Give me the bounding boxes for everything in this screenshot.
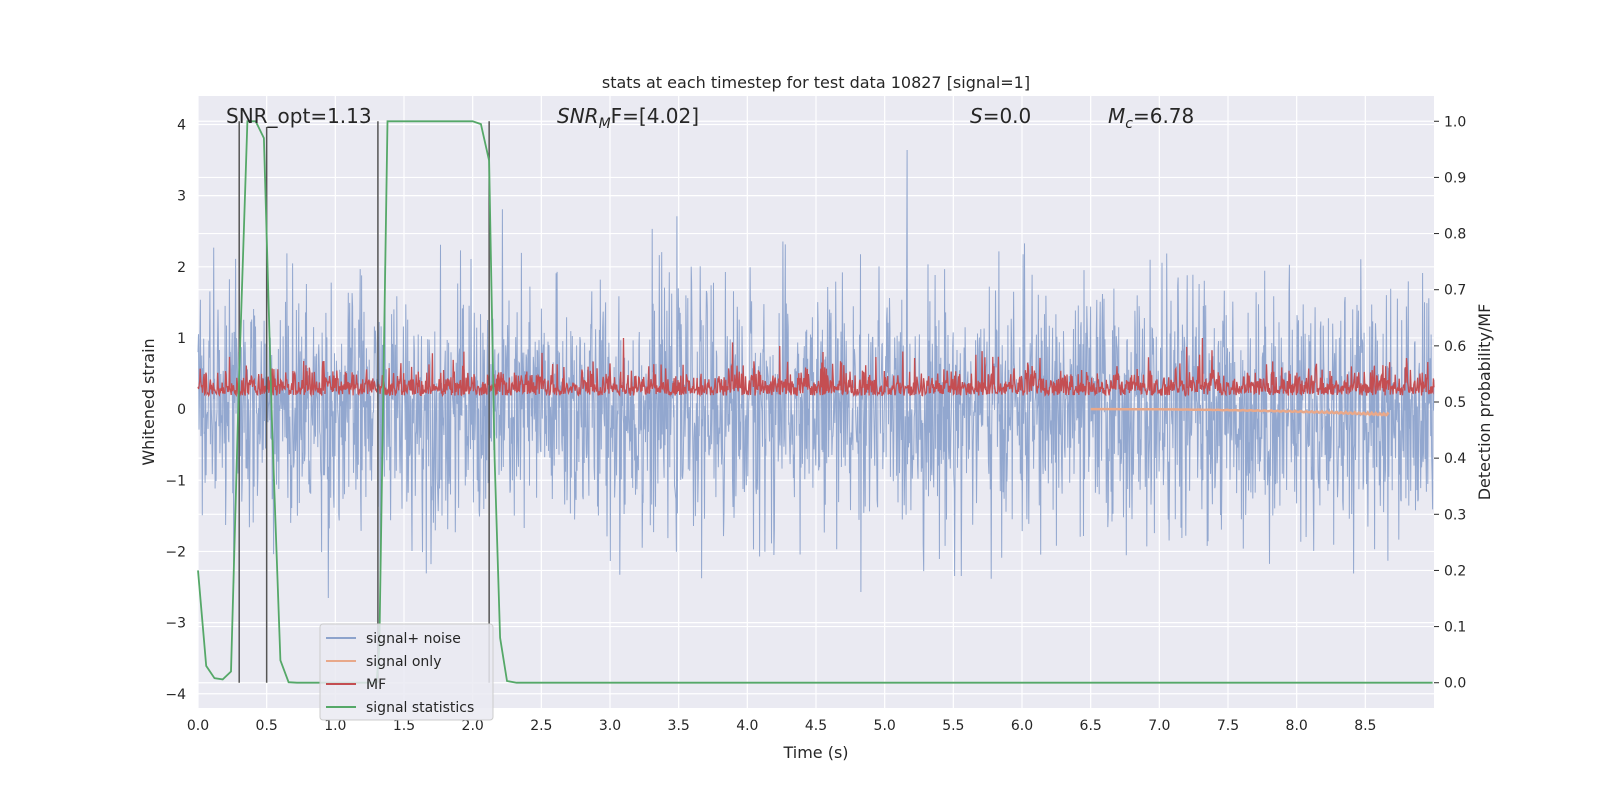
annotation-snr-mf: SNRMF=[4.02] (557, 104, 699, 132)
legend-box (319, 623, 494, 721)
annotation-mc: Mc=6.78 (1108, 104, 1194, 132)
legend: signal+ noise signal only MF signal stat… (319, 623, 494, 721)
y-right-tick-label: 0.8 (1444, 227, 1466, 243)
x-tick-label: 1.5 (393, 718, 415, 734)
y-right-tick-label: 0.7 (1444, 283, 1466, 299)
x-tick-label: 0.0 (187, 718, 209, 734)
y-right-tick-label: 0.4 (1444, 451, 1466, 467)
x-axis-label: Time (s) (782, 743, 848, 762)
y-left-tick-label: −3 (165, 616, 186, 632)
x-tick-label: 3.5 (668, 718, 690, 734)
legend-label-signal-only: signal only (366, 654, 441, 670)
y-left-tick-label: −2 (165, 544, 186, 560)
mf-line (197, 337, 1435, 398)
legend-label-mf: MF (366, 677, 386, 693)
chart-title: stats at each timestep for test data 108… (602, 73, 1030, 92)
x-tick-label: 8.5 (1354, 718, 1376, 734)
y-right-tick-label: 0.0 (1444, 676, 1466, 692)
y-axis-label-right: Detection probability/MF (1475, 304, 1494, 501)
series-signal-statistics (197, 120, 1433, 684)
annotation-snr-mf-main: SNR (557, 104, 599, 128)
x-tick-label: 2.0 (462, 718, 484, 734)
y-left-tick-label: −1 (165, 473, 186, 489)
annotation-mc-main: M (1108, 104, 1125, 128)
annotation-s-main: S (970, 104, 983, 128)
x-tick-label: 5.5 (942, 718, 964, 734)
y-left-tick-label: 3 (177, 189, 186, 205)
x-tick-label: 5.0 (874, 718, 896, 734)
signal-only-line (1090, 407, 1390, 417)
x-tick-label: 6.0 (1011, 718, 1033, 734)
x-tick-label: 2.5 (530, 718, 552, 734)
x-tick-label: 0.5 (256, 718, 278, 734)
y-left-tick-label: 2 (177, 260, 186, 276)
x-tick-label: 4.5 (805, 718, 827, 734)
x-tick-label: 8.0 (1286, 718, 1308, 734)
y-right-tick-label: 0.3 (1444, 507, 1466, 523)
series-signal-only (1090, 407, 1390, 417)
y-axis-label-left: Whitened strain (139, 338, 158, 465)
annotation-s: S=0.0 (970, 104, 1031, 128)
y-right-tick-label: 0.6 (1444, 339, 1466, 355)
x-tick-label: 6.5 (1080, 718, 1102, 734)
x-tick-label: 7.0 (1148, 718, 1170, 734)
annotation-snr-opt: SNR_opt=1.13 (226, 104, 372, 128)
series-mf (197, 337, 1435, 398)
y-left-tick-label: 1 (177, 331, 186, 347)
annotation-s-rest: =0.0 (983, 104, 1032, 128)
annotation-snr-mf-rest: F=[4.02] (611, 104, 699, 128)
annotation-snr-mf-sub: M (599, 116, 611, 132)
x-tick-label: 7.5 (1217, 718, 1239, 734)
x-tick-label: 1.0 (324, 718, 346, 734)
y-left-tick-label: 0 (177, 402, 186, 418)
legend-label-signal-plus-noise: signal+ noise (366, 631, 461, 647)
legend-label-signal-statistics: signal statistics (366, 700, 474, 716)
y-left-tick-label: −4 (165, 687, 186, 703)
annotation-mc-sub: c (1125, 116, 1133, 132)
y-right-tick-label: 0.5 (1444, 395, 1466, 411)
x-tick-label: 3.0 (599, 718, 621, 734)
axes: 0.0 0.5 1.0 1.5 2.0 2.5 3.0 3.5 4.0 4.5 5.0 5.5 6.0 6… (165, 114, 1466, 734)
x-tick-label: 4.0 (736, 718, 758, 734)
y-right-tick-label: 1.0 (1444, 114, 1466, 130)
y-right-tick-label: 0.9 (1444, 170, 1466, 186)
annotation-mc-rest: =6.78 (1133, 104, 1194, 128)
y-left-tick-label: 4 (177, 117, 186, 133)
y-right-tick-label: 0.2 (1444, 563, 1466, 579)
signal-statistics-line (197, 120, 1433, 684)
y-right-tick-label: 0.1 (1444, 620, 1466, 636)
